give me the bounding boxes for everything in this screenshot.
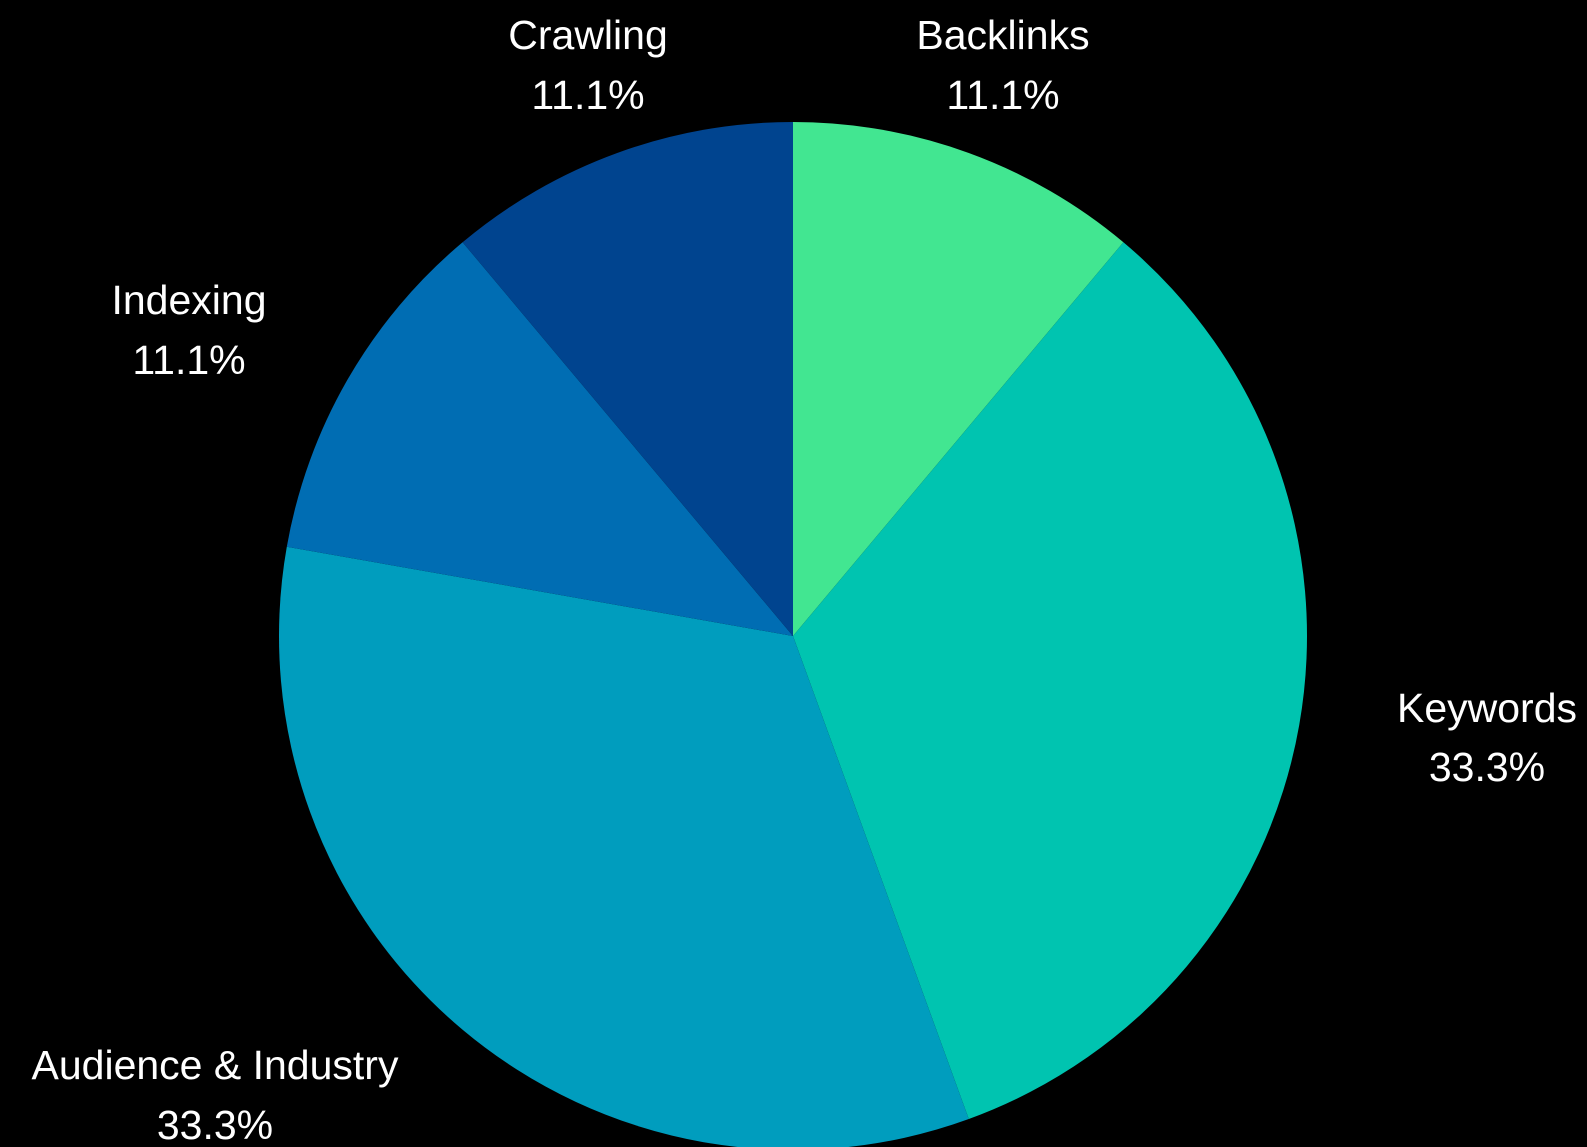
pie-slice-keywords (793, 242, 1307, 1119)
slice-value-label: 33.3% (157, 1102, 273, 1147)
slice-label: Audience & Industry (32, 1042, 399, 1088)
slice-value-label: 11.1% (946, 72, 1059, 118)
slice-label: Keywords (1397, 685, 1577, 731)
slice-value-label: 33.3% (1429, 744, 1545, 790)
pie-slices (279, 122, 1307, 1147)
pie-slice-crawling (462, 122, 793, 636)
pie-slice-audience-industry (279, 546, 969, 1147)
slice-label: Crawling (508, 12, 668, 58)
pie-labels: Backlinks 11.1% Keywords 33.3% Audience & In… (32, 12, 1577, 1147)
slice-value-label: 11.1% (531, 72, 644, 118)
slice-label: Indexing (111, 277, 266, 323)
pie-slice-indexing (286, 242, 793, 636)
slice-value-label: 11.1% (132, 337, 245, 383)
pie-slice-backlinks (793, 122, 1124, 636)
slice-label: Backlinks (916, 12, 1089, 58)
